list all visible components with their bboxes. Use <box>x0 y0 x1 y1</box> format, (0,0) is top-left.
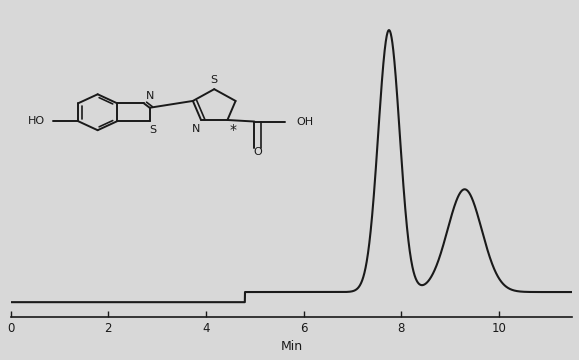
X-axis label: Min: Min <box>280 340 302 353</box>
Text: N: N <box>146 91 155 102</box>
Text: S: S <box>149 125 156 135</box>
Text: HO: HO <box>28 116 45 126</box>
Text: N: N <box>192 123 201 134</box>
Text: O: O <box>254 148 262 157</box>
Text: OH: OH <box>296 117 314 126</box>
Text: *: * <box>229 123 237 137</box>
Text: S: S <box>211 75 218 85</box>
